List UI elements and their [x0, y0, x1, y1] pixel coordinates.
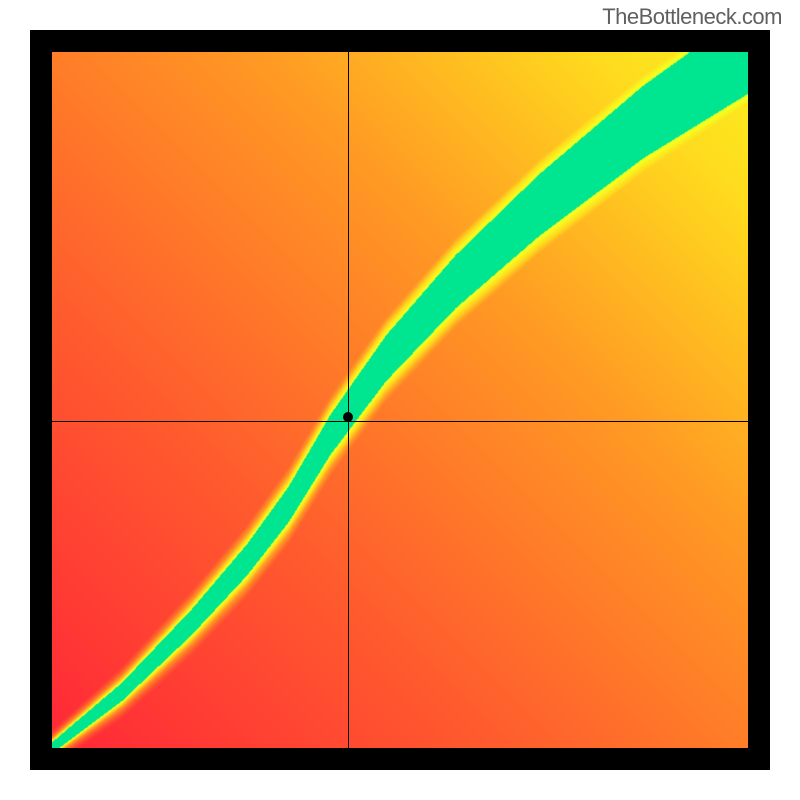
crosshair-vertical — [348, 52, 349, 748]
watermark-text: TheBottleneck.com — [602, 4, 782, 30]
heatmap-canvas — [52, 52, 748, 748]
plot-area — [52, 52, 748, 748]
chart-container: TheBottleneck.com — [0, 0, 800, 800]
data-point-marker — [343, 412, 353, 422]
plot-frame — [30, 30, 770, 770]
crosshair-horizontal — [52, 421, 748, 422]
